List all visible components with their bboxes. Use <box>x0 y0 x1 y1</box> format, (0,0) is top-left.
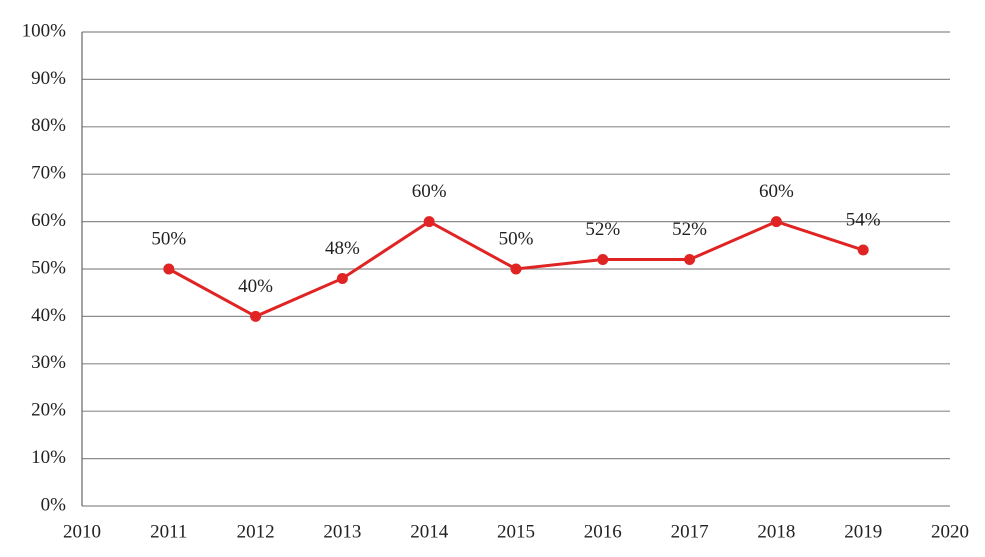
point <box>250 310 262 322</box>
point <box>510 263 522 275</box>
y-tick-label: 50% <box>31 257 66 278</box>
data-label: 48% <box>325 238 360 259</box>
x-tick-label: 2016 <box>584 521 622 542</box>
y-tick-label: 70% <box>31 163 66 184</box>
point <box>684 254 696 266</box>
x-tick-label: 2018 <box>757 521 795 542</box>
data-label: 50% <box>151 228 186 249</box>
y-tick-label: 10% <box>31 447 66 468</box>
data-label: 52% <box>585 219 620 240</box>
x-tick-label: 2010 <box>63 521 101 542</box>
point <box>597 254 609 266</box>
x-tick-label: 2015 <box>497 521 535 542</box>
y-tick-label: 20% <box>31 400 66 421</box>
y-tick-label: 0% <box>41 494 67 515</box>
x-tick-label: 2011 <box>150 521 187 542</box>
x-tick-label: 2019 <box>844 521 882 542</box>
x-tick-label: 2020 <box>931 521 969 542</box>
y-tick-label: 30% <box>31 352 66 373</box>
x-tick-label: 2013 <box>323 521 361 542</box>
data-label: 60% <box>759 181 794 202</box>
point <box>163 263 175 275</box>
y-tick-label: 40% <box>31 305 66 326</box>
x-tick-label: 2012 <box>237 521 275 542</box>
x-tick-label: 2014 <box>410 521 449 542</box>
point <box>336 272 348 284</box>
data-label: 52% <box>672 219 707 240</box>
data-label: 40% <box>238 276 273 297</box>
data-label: 60% <box>412 181 447 202</box>
point <box>770 216 782 228</box>
data-label: 54% <box>846 209 881 230</box>
point <box>423 216 435 228</box>
y-tick-label: 100% <box>22 20 67 41</box>
point <box>857 244 869 256</box>
y-tick-label: 60% <box>31 210 66 231</box>
y-tick-label: 90% <box>31 68 66 89</box>
data-label: 50% <box>499 228 534 249</box>
x-tick-label: 2017 <box>671 521 709 542</box>
y-tick-label: 80% <box>31 115 66 136</box>
